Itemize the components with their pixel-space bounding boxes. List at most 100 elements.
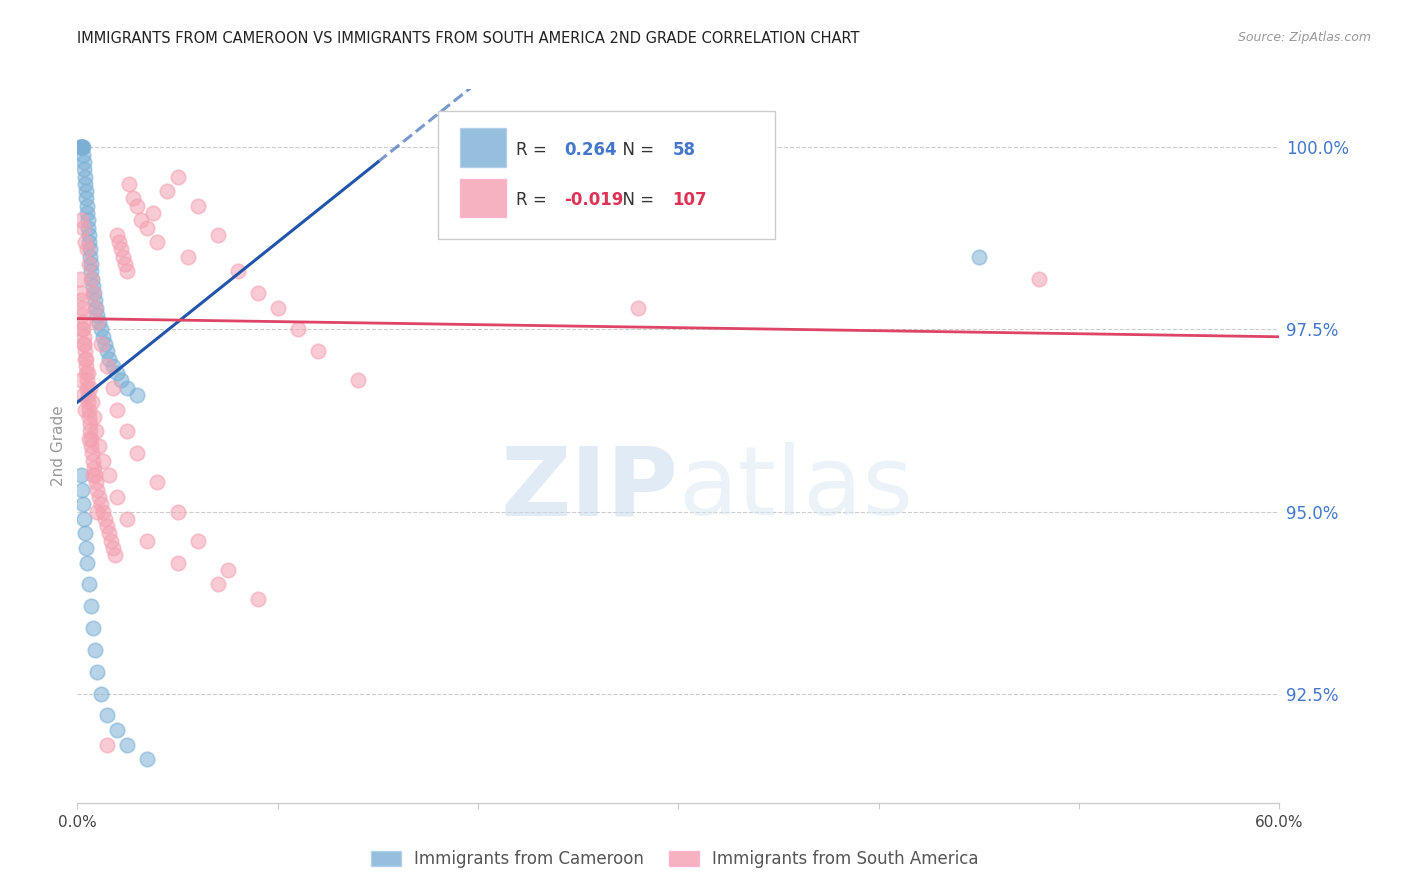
Point: [146, 475, 169, 490]
Point: [75, 351, 97, 366]
Point: [98, 351, 121, 366]
Legend: Immigrants from Cameroon, Immigrants from South America: Immigrants from Cameroon, Immigrants fro…: [364, 844, 986, 875]
Point: [72, 322, 94, 336]
Point: [107, 227, 129, 242]
Point: [76, 199, 98, 213]
Text: N =: N =: [612, 141, 665, 159]
Point: [75, 541, 97, 555]
Point: [73, 512, 96, 526]
Point: [94, 337, 117, 351]
Point: [76, 381, 98, 395]
Point: [187, 533, 209, 548]
Point: [86, 475, 108, 490]
Point: [166, 556, 188, 570]
Point: [76, 213, 98, 227]
Point: [207, 577, 229, 591]
Point: [86, 308, 108, 322]
Point: [103, 381, 125, 395]
Point: [82, 278, 104, 293]
Point: [79, 425, 101, 439]
Point: [73, 337, 96, 351]
Point: [86, 301, 108, 315]
Point: [79, 409, 101, 424]
Point: [127, 446, 149, 460]
Point: [70, 293, 93, 308]
Point: [1028, 271, 1050, 285]
Point: [79, 257, 101, 271]
Point: [75, 191, 97, 205]
Point: [72, 322, 94, 336]
Point: [77, 220, 100, 235]
Point: [117, 425, 139, 439]
Text: R =: R =: [516, 141, 557, 159]
Text: -0.019: -0.019: [564, 191, 624, 209]
Point: [136, 752, 159, 766]
Point: [307, 344, 329, 359]
Point: [72, 483, 94, 497]
Text: Source: ZipAtlas.com: Source: ZipAtlas.com: [1237, 31, 1371, 45]
Point: [79, 243, 101, 257]
Point: [117, 381, 139, 395]
Point: [79, 577, 101, 591]
Point: [90, 497, 112, 511]
Point: [347, 374, 370, 388]
Point: [96, 708, 118, 723]
Point: [108, 235, 131, 249]
Point: [79, 381, 101, 395]
Point: [72, 388, 94, 402]
Point: [75, 526, 97, 541]
Point: [127, 388, 149, 402]
Point: [90, 687, 112, 701]
Point: [117, 264, 139, 278]
Point: [69, 271, 91, 285]
Point: [84, 643, 107, 657]
Point: [75, 366, 97, 380]
Point: [82, 395, 104, 409]
Point: [80, 264, 103, 278]
Point: [287, 322, 309, 336]
Point: [82, 468, 104, 483]
Point: [93, 453, 115, 467]
Point: [176, 250, 198, 264]
Point: [90, 322, 112, 336]
Point: [76, 388, 98, 402]
Point: [75, 177, 97, 191]
Point: [82, 453, 104, 467]
Point: [77, 402, 100, 417]
Text: ZIP: ZIP: [501, 442, 679, 535]
Point: [166, 504, 188, 518]
Point: [96, 359, 118, 373]
Point: [83, 460, 105, 475]
Point: [70, 301, 93, 315]
Point: [69, 140, 91, 154]
Point: [187, 199, 209, 213]
Point: [80, 432, 103, 446]
Point: [103, 359, 125, 373]
Point: [127, 199, 149, 213]
Point: [76, 243, 98, 257]
Point: [93, 504, 115, 518]
Point: [107, 723, 129, 737]
Point: [84, 293, 107, 308]
Point: [114, 257, 136, 271]
Point: [79, 235, 101, 249]
Point: [70, 140, 93, 154]
Point: [79, 417, 101, 432]
Point: [80, 257, 103, 271]
Point: [70, 286, 93, 301]
Point: [80, 439, 103, 453]
Point: [83, 409, 105, 424]
Point: [73, 344, 96, 359]
Point: [84, 468, 107, 483]
Point: [75, 402, 97, 417]
Point: [166, 169, 188, 184]
Point: [76, 556, 98, 570]
Point: [89, 490, 111, 504]
Point: [80, 271, 103, 285]
Point: [77, 395, 100, 409]
Point: [94, 512, 117, 526]
Point: [70, 140, 93, 154]
Point: [246, 286, 269, 301]
Point: [70, 140, 93, 154]
Point: [246, 591, 269, 606]
